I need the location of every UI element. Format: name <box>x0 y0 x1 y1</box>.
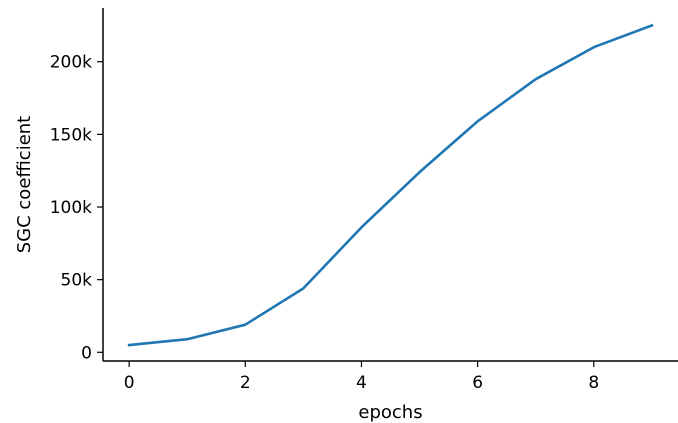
x-tick-label: 4 <box>356 373 367 393</box>
x-axis-title: epochs <box>358 402 422 423</box>
x-tick-label: 2 <box>240 373 251 393</box>
y-tick-label: 200k <box>50 53 92 73</box>
y-tick-label: 150k <box>50 125 92 145</box>
series-line-0 <box>127 23 654 347</box>
x-axis-ticks: 0 2 4 6 8 <box>124 361 599 393</box>
x-tick-label: 8 <box>588 373 599 393</box>
series-layer <box>127 23 654 347</box>
x-tick-label: 6 <box>472 373 483 393</box>
y-tick-label: 50k <box>61 271 93 291</box>
y-axis-ticks: 0 50k 100k 150k 200k <box>50 53 103 363</box>
y-tick-label: 100k <box>50 198 92 218</box>
y-axis-title: SGC coefficient <box>14 116 35 254</box>
x-tick-label: 0 <box>124 373 135 393</box>
y-tick-label: 0 <box>81 343 92 363</box>
